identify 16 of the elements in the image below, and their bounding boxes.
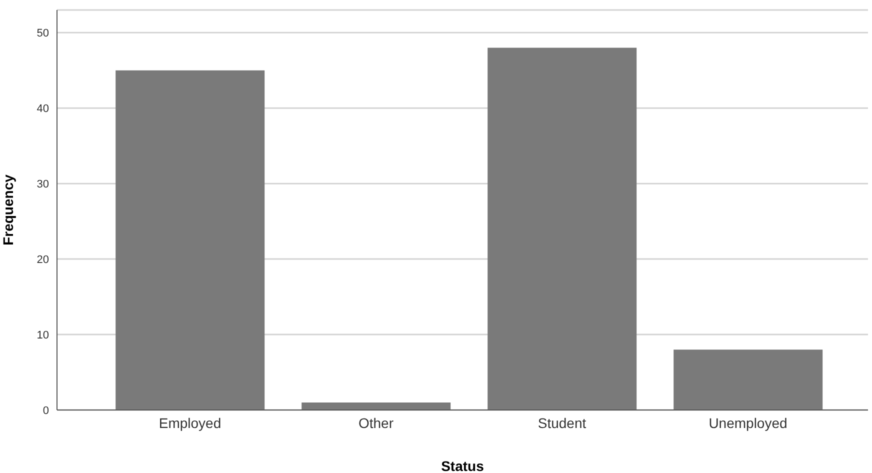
bar <box>302 402 451 410</box>
y-tick-label: 20 <box>36 254 49 266</box>
x-axis-title: Status <box>441 458 484 473</box>
x-tick-label: Other <box>358 414 394 431</box>
y-tick-label: 30 <box>36 178 49 190</box>
x-tick-label: Unemployed <box>708 414 788 431</box>
y-tick-label: 10 <box>36 329 49 342</box>
bar <box>674 350 823 410</box>
x-tick-label: Student <box>538 414 586 431</box>
y-axis-title: Frequency <box>0 174 16 246</box>
y-tick-label: 0 <box>42 404 49 417</box>
y-tick-label: 40 <box>36 103 49 116</box>
bar <box>488 48 637 410</box>
x-tick-label: Employed <box>158 414 222 431</box>
bar <box>116 70 265 410</box>
y-tick-label: 50 <box>36 28 49 40</box>
